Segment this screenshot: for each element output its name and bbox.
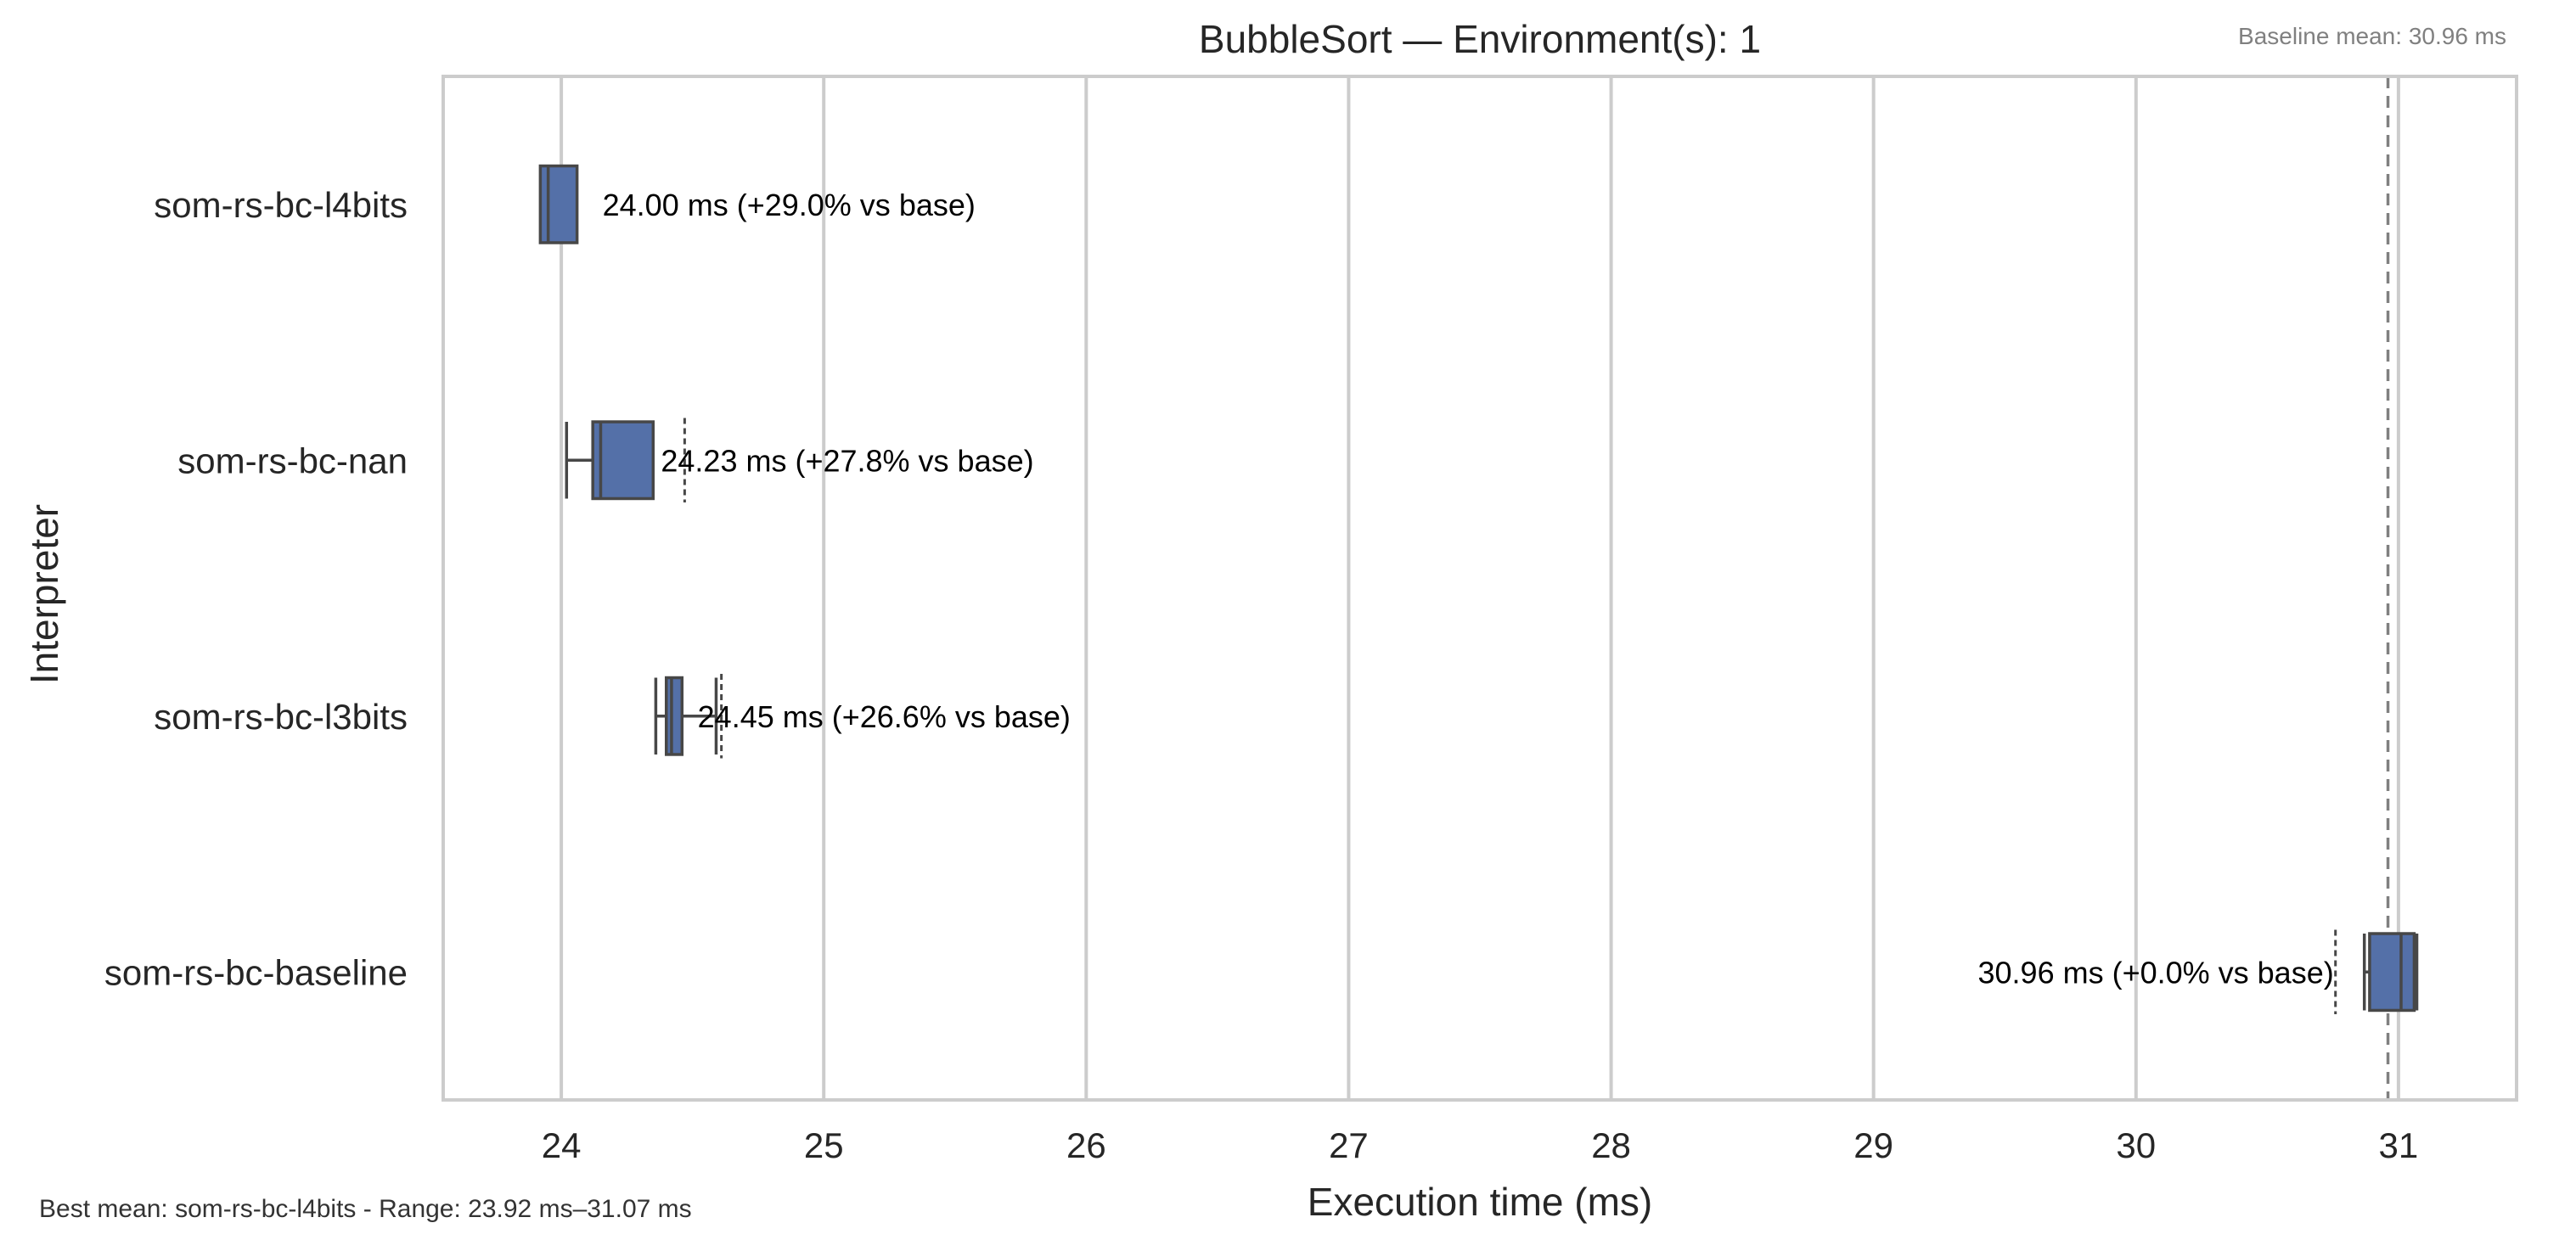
y-tick-label-som-rs-bc-l4bits: som-rs-bc-l4bits — [154, 185, 408, 225]
chart-title: BubbleSort — Environment(s): 1 — [1199, 17, 1761, 61]
box-som-rs-bc-l3bits — [664, 676, 684, 756]
plot-frame — [442, 75, 2518, 1102]
x-tick-label-26: 26 — [1066, 1125, 1106, 1165]
baseline-note: Baseline mean: 30.96 ms — [2238, 23, 2506, 49]
box-group-som-rs-bc-nan — [565, 418, 686, 502]
footer-note: Best mean: som-rs-bc-l4bits - Range: 23.… — [39, 1195, 692, 1223]
x-tick-label-29: 29 — [1853, 1125, 1893, 1165]
box-group-som-rs-bc-l3bits — [654, 674, 723, 759]
data-label-som-rs-bc-baseline: 30.96 ms (+0.0% vs base) — [1978, 955, 2334, 990]
y-tick-label-som-rs-bc-l3bits: som-rs-bc-l3bits — [154, 697, 408, 737]
x-tick-labels: 24 25 26 27 28 29 30 31 — [542, 1125, 2419, 1165]
x-tick-label-30: 30 — [2116, 1125, 2156, 1165]
x-tick-label-28: 28 — [1591, 1125, 1631, 1165]
y-axis-label: Interpreter — [22, 504, 66, 684]
x-axis-label: Execution time (ms) — [1308, 1180, 1652, 1224]
data-label-som-rs-bc-l3bits: 24.45 ms (+26.6% vs base) — [698, 699, 1071, 734]
box-group-som-rs-bc-l4bits — [538, 164, 579, 244]
x-tick-label-31: 31 — [2379, 1125, 2419, 1165]
x-tick-label-25: 25 — [804, 1125, 844, 1165]
boxes-layer — [538, 164, 2419, 1014]
y-category-labels: som-rs-bc-l4bits som-rs-bc-nan som-rs-bc-l… — [104, 185, 408, 993]
y-tick-label-som-rs-bc-nan: som-rs-bc-nan — [177, 440, 408, 480]
y-tick-label-som-rs-bc-baseline: som-rs-bc-baseline — [104, 952, 408, 992]
box-som-rs-bc-l4bits — [538, 164, 579, 244]
x-tick-label-24: 24 — [542, 1125, 582, 1165]
x-tick-label-27: 27 — [1329, 1125, 1369, 1165]
data-label-som-rs-bc-l4bits: 24.00 ms (+29.0% vs base) — [603, 188, 976, 222]
data-label-som-rs-bc-nan: 24.23 ms (+27.8% vs base) — [661, 443, 1033, 478]
box-som-rs-bc-nan — [591, 420, 655, 501]
box-group-som-rs-bc-baseline — [2334, 929, 2419, 1014]
data-labels-layer: 24.00 ms (+29.0% vs base) 24.23 ms (+27.8… — [603, 188, 2334, 990]
grid-lines — [560, 76, 2400, 1100]
box-som-rs-bc-baseline — [2368, 932, 2416, 1013]
